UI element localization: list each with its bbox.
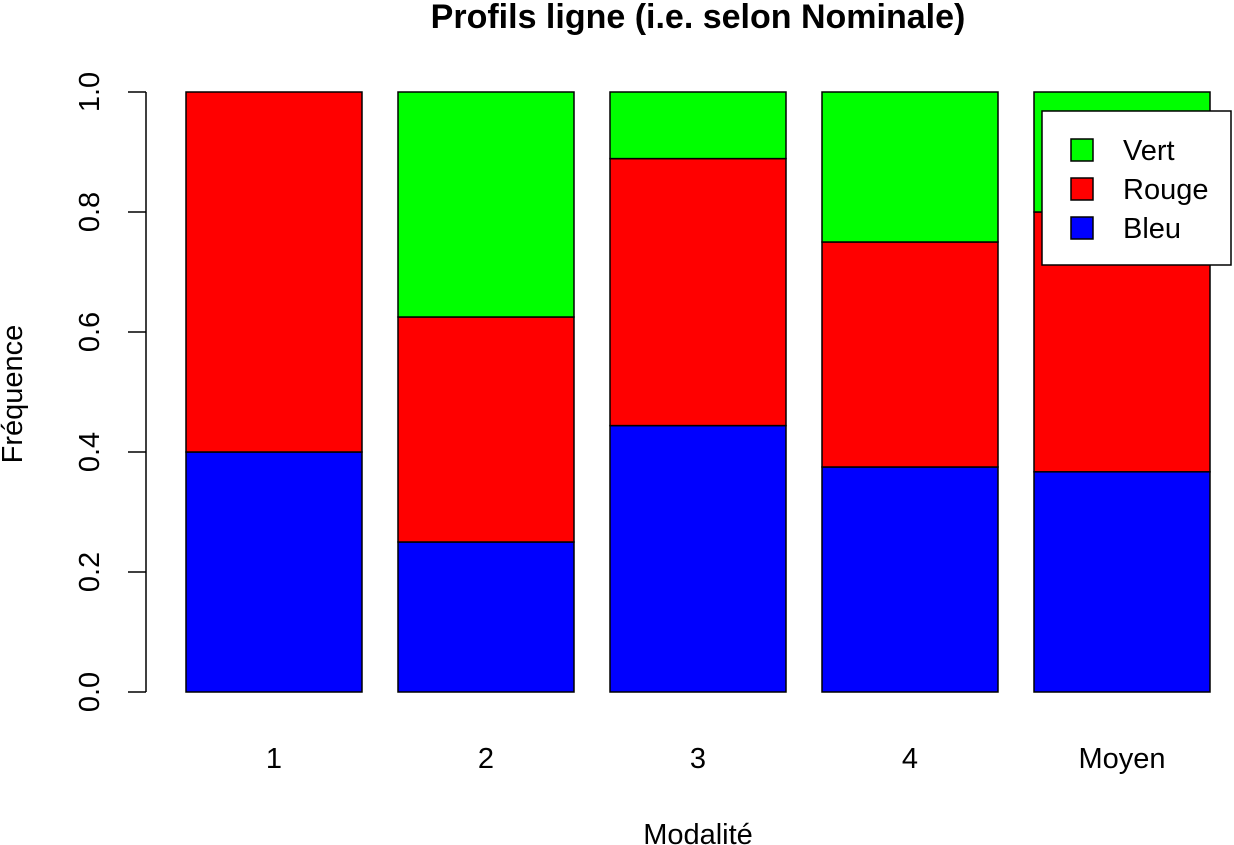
bar-vert-2 [397, 91, 575, 318]
x-tick-label: 1 [266, 743, 282, 775]
bar-vert-3 [609, 91, 787, 160]
bar-vert-4 [821, 91, 999, 243]
y-tick-label: 0.4 [74, 432, 106, 472]
legend: Vert Rouge Bleu [1041, 110, 1232, 266]
legend-swatch-bleu [1070, 216, 1094, 240]
y-axis-label: Fréquence [0, 325, 29, 464]
y-tick-label: 0.2 [74, 552, 106, 592]
x-tick-label: 4 [902, 743, 918, 775]
y-axis: 0.0 0.2 0.4 0.6 0.8 1.0 [74, 72, 147, 712]
legend-label-bleu: Bleu [1123, 213, 1181, 245]
y-tick-label: 0.0 [74, 672, 106, 712]
bar-rouge-2 [397, 316, 575, 543]
y-tick-label: 1.0 [74, 72, 106, 112]
x-axis-label: Modalité [643, 819, 753, 845]
x-tick-label: Moyen [1078, 743, 1165, 775]
y-tick-label: 0.8 [74, 192, 106, 232]
x-tick-labels: 1 2 3 4 Moyen [266, 743, 1166, 775]
bar-bleu-4 [821, 466, 999, 693]
y-tick-label: 0.6 [74, 312, 106, 352]
bar-bleu-moyen [1033, 471, 1211, 693]
legend-swatch-rouge [1070, 177, 1094, 201]
bar-bleu-1 [185, 451, 363, 693]
bar-rouge-1 [185, 91, 363, 453]
bar-bleu-3 [609, 424, 787, 693]
bar-bleu-2 [397, 541, 575, 693]
legend-label-rouge: Rouge [1123, 174, 1208, 206]
x-tick-label: 2 [478, 743, 494, 775]
legend-swatch-vert [1070, 138, 1094, 162]
bar-rouge-4 [821, 241, 999, 468]
x-tick-label: 3 [690, 743, 706, 775]
chart-title: Profils ligne (i.e. selon Nominale) [431, 0, 966, 36]
bar-rouge-3 [609, 157, 787, 427]
legend-label-vert: Vert [1123, 135, 1175, 167]
